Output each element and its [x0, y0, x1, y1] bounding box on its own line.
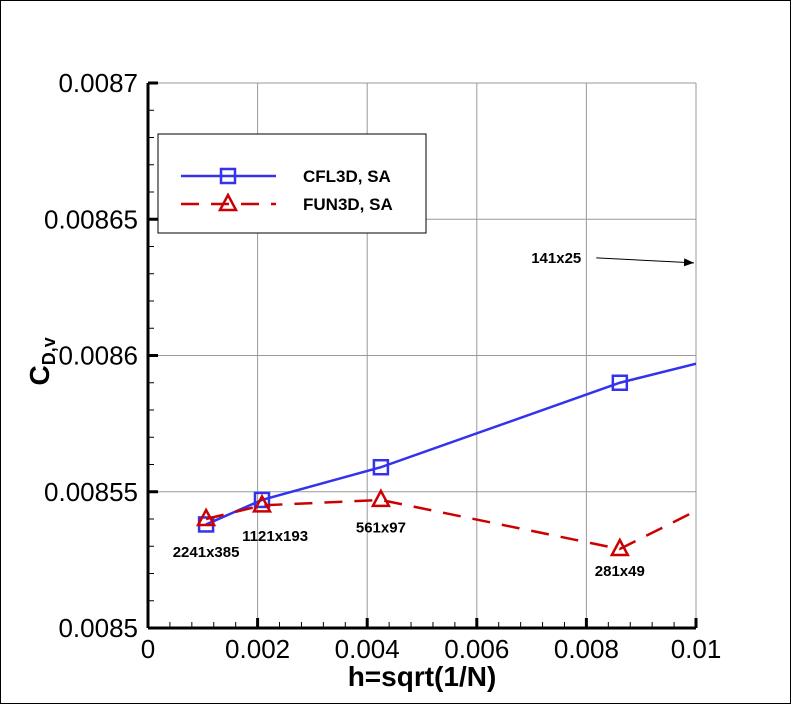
- data-point: [609, 537, 630, 557]
- data-point: [611, 374, 629, 391]
- annotation: 2241x385: [173, 544, 240, 561]
- y-tick-label: 0.0087: [58, 68, 138, 98]
- data-point: [251, 493, 273, 513]
- y-axis-label-subscript: D,v: [39, 337, 59, 365]
- series-line-0: [205, 362, 696, 526]
- y-tick-label: 0.00855: [44, 477, 138, 507]
- x-tick-label: 0.006: [444, 634, 509, 664]
- x-tick-label: 0.008: [554, 634, 619, 664]
- y-tick-label: 0.0085: [58, 613, 138, 643]
- annotation-arrow: [596, 257, 695, 267]
- legend-marker: [217, 192, 239, 212]
- legend-label: FUN3D, SA: [303, 195, 393, 214]
- y-tick-label: 0.00865: [44, 204, 138, 234]
- legend: [157, 133, 427, 234]
- x-axis-label: h=sqrt(1/N): [348, 661, 497, 692]
- annotation: 281x49: [595, 563, 645, 580]
- annotation: 561x97: [356, 520, 406, 537]
- annotation: 141x25: [531, 250, 581, 267]
- data-point: [370, 488, 391, 508]
- annotation: 1121x193: [242, 528, 308, 545]
- legend-label: CFL3D, SA: [303, 167, 391, 186]
- x-tick-label: 0.004: [335, 634, 400, 664]
- y-axis-label: CD,v: [24, 337, 59, 385]
- data-point: [372, 458, 390, 476]
- series-line-1: [205, 498, 696, 551]
- legend-marker: [219, 167, 237, 185]
- y-tick-label: 0.0086: [58, 341, 138, 371]
- data-point: [196, 507, 217, 527]
- x-tick-label: 0.01: [671, 634, 722, 664]
- x-tick-label: 0: [141, 634, 155, 664]
- data-point: [253, 491, 271, 509]
- x-tick-label: 0.002: [225, 634, 290, 664]
